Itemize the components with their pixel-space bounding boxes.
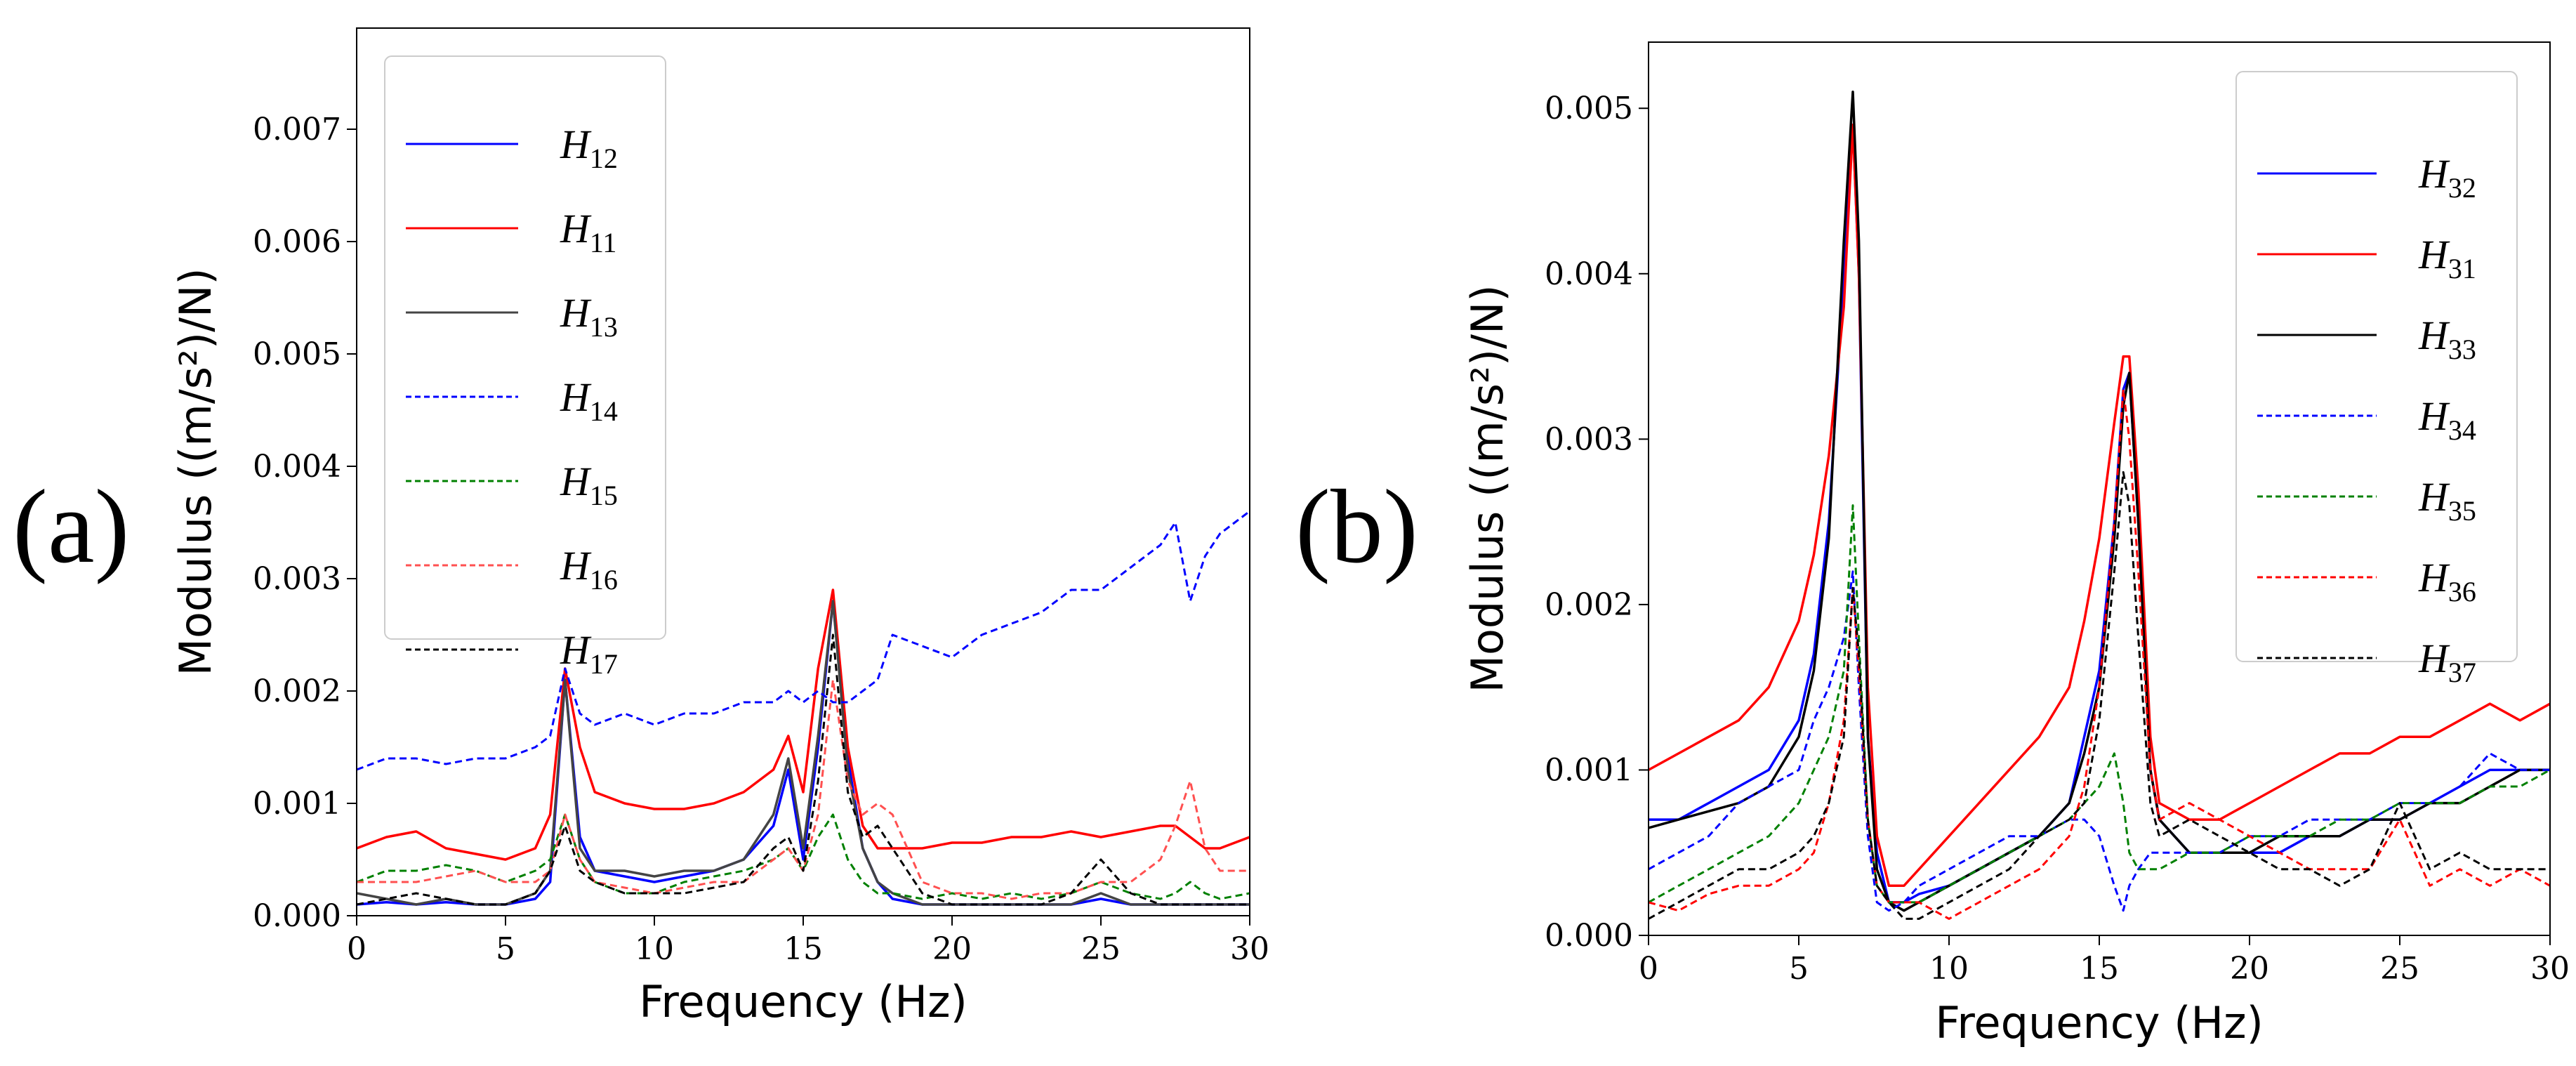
legend-entry-subscript: 37 [2448, 657, 2476, 688]
legend-box [384, 55, 666, 640]
y-tick-label: 0.000 [1545, 918, 1633, 954]
x-tick-label: 30 [1230, 931, 1269, 967]
legend-entry-H17: H17 [560, 627, 618, 680]
x-tick-label: 25 [2380, 951, 2419, 987]
y-tick-label: 0.004 [253, 449, 341, 485]
y-tick-label: 0.004 [1545, 256, 1633, 292]
x-tick-label: 0 [1639, 951, 1658, 987]
y-tick-label: 0.001 [1545, 752, 1633, 788]
legend-entry-subscript: 12 [590, 143, 618, 174]
series-line-H33 [1649, 90, 2550, 912]
y-tick-label: 0.002 [253, 673, 341, 709]
legend-entry-H15: H15 [560, 459, 618, 511]
legend-entry-subscript: 35 [2448, 495, 2476, 527]
legend-entry-subscript: 17 [590, 648, 618, 680]
x-tick-label: 30 [2530, 951, 2570, 987]
legend-entry-subscript: 32 [2448, 172, 2476, 204]
panel-b: (b) 0 5 10 15 20 25 30 0.000 0.001 0.002 0.003 0.004… [1295, 41, 2570, 1048]
legend-entry-subscript: 14 [590, 395, 618, 427]
legend-entry-name: H [2418, 151, 2450, 197]
x-tick-label: 0 [347, 931, 366, 967]
x-tick-label: 15 [784, 931, 823, 967]
legend-entry-H13: H13 [560, 290, 618, 343]
legend-entry-name: H [560, 543, 592, 588]
legend-entry-H34: H34 [2418, 393, 2476, 446]
x-tick-label: 10 [1929, 951, 1969, 987]
series-line-H17 [357, 633, 1250, 906]
y-tick-label: 0.006 [253, 224, 341, 260]
legend-entry-H11: H11 [560, 206, 616, 258]
x-axis-label: Frequency (Hz) [639, 976, 967, 1027]
legend-entry-subscript: 13 [590, 311, 618, 343]
legend-entry-subscript: 36 [2448, 576, 2476, 607]
panel-label: (b) [1295, 468, 1418, 585]
x-tick-label: 20 [932, 931, 972, 967]
legend-entry-name: H [560, 459, 592, 504]
legend-entry-name: H [2418, 393, 2450, 439]
legend-entry-name: H [2418, 636, 2450, 681]
x-tick-label: 5 [1789, 951, 1809, 987]
legend-entry-subscript: 16 [590, 564, 618, 595]
series-line-H37 [1649, 471, 2550, 920]
series-line-H36 [1649, 388, 2550, 920]
legend-entry-name: H [2418, 555, 2450, 600]
legend-entry-H36: H36 [2418, 555, 2476, 607]
legend-entry-subscript: 33 [2448, 334, 2476, 365]
y-tick-label: 0.003 [253, 561, 341, 597]
legend-entry-H37: H37 [2418, 636, 2476, 688]
y-tick-label: 0.005 [1545, 91, 1633, 126]
panel-a: (a) 0 5 10 15 20 25 30 0.000 0.001 0.002 0.003 0.004… [13, 27, 1269, 1027]
y-tick-label: 0.007 [253, 112, 341, 147]
series-line-H31 [1649, 124, 2550, 888]
y-tick-label: 0.005 [253, 336, 341, 372]
legend-entry-name: H [560, 206, 592, 251]
y-tick-label: 0.001 [253, 786, 341, 822]
x-tick-label: 25 [1081, 931, 1121, 967]
legend-entry-H14: H14 [560, 374, 618, 427]
x-tick-label: 15 [2080, 951, 2119, 987]
legend-entry-H12: H12 [560, 121, 618, 174]
legend-box [2235, 71, 2518, 662]
legend-entry-subscript: 34 [2448, 414, 2476, 446]
series-line-H11 [357, 588, 1250, 861]
panel-label: (a) [13, 468, 129, 585]
series-group [357, 510, 1250, 906]
series-line-H12 [357, 600, 1250, 906]
legend-entry-name: H [2418, 474, 2450, 520]
x-axis-label: Frequency (Hz) [1935, 997, 2264, 1048]
legend-entry-name: H [2418, 232, 2450, 277]
legend-entry-name: H [560, 121, 592, 167]
y-axis-label: Modulus ((m/s²)/N) [1462, 284, 1513, 692]
x-tick-label: 20 [2230, 951, 2269, 987]
y-tick-label: 0.002 [1545, 587, 1633, 623]
legend-entry-H32: H32 [2418, 151, 2476, 204]
legend-entry-H33: H33 [2418, 312, 2476, 365]
legend-entry-subscript: 15 [590, 480, 618, 511]
legend-entry-H16: H16 [560, 543, 618, 595]
legend-entry-H35: H35 [2418, 474, 2476, 527]
x-tick-label: 5 [496, 931, 515, 967]
legend-entry-name: H [560, 627, 592, 673]
series-line-H15 [357, 813, 1250, 900]
legend-entry-name: H [560, 290, 592, 336]
legend-entry-name: H [560, 374, 592, 420]
y-tick-label: 0.000 [253, 898, 341, 934]
legend-entry-subscript: 11 [590, 227, 617, 258]
series-group [1649, 90, 2550, 920]
y-axis-label: Modulus ((m/s²)/N) [170, 268, 221, 676]
series-line-H16 [357, 678, 1250, 900]
legend-entry-subscript: 31 [2448, 253, 2476, 284]
legend-entry-name: H [2418, 312, 2450, 358]
series-line-H34 [1649, 570, 2550, 912]
y-tick-label: 0.003 [1545, 421, 1633, 457]
x-tick-label: 10 [635, 931, 674, 967]
legend-entry-H31: H31 [2418, 232, 2476, 284]
